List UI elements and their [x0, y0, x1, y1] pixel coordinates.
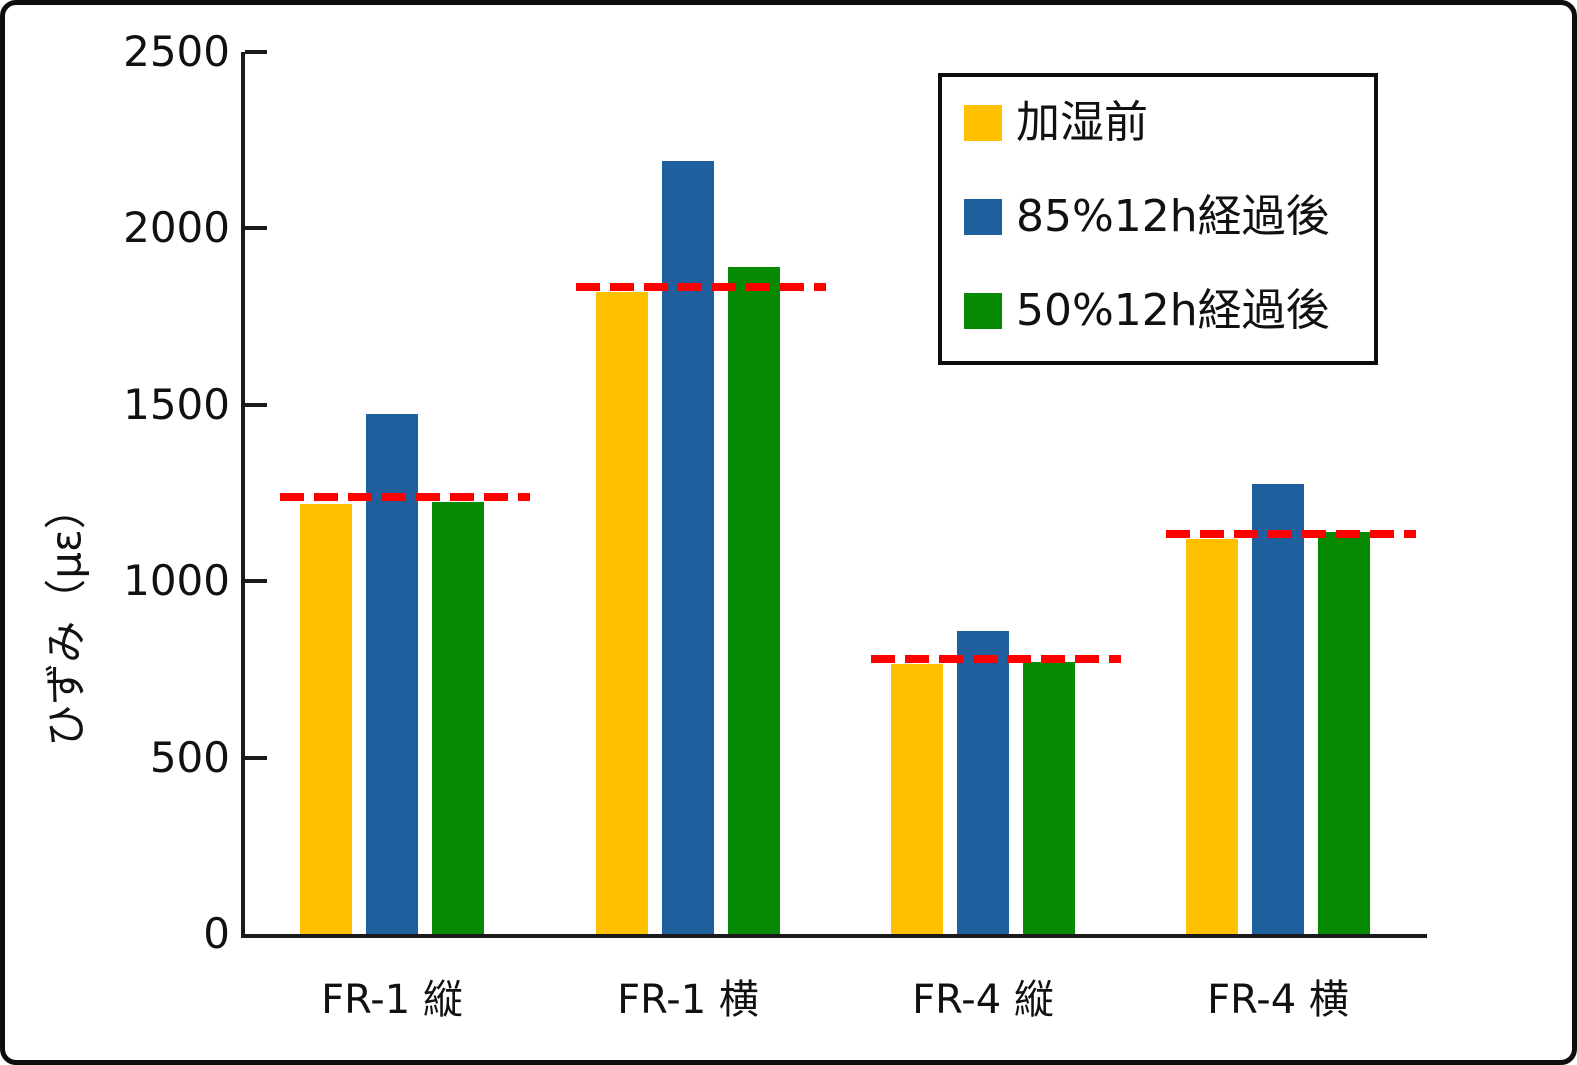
bar-加湿前-FR-4 縦: [891, 664, 943, 934]
y-tick-label: 1000: [123, 556, 230, 606]
legend-label: 加湿前: [1016, 97, 1148, 148]
y-axis-tick-mark: [245, 755, 267, 760]
bar-85%12h経過後-FR-1 縦: [366, 414, 418, 934]
bar-加湿前-FR-1 縦: [300, 504, 352, 934]
bar-加湿前-FR-1 横: [596, 292, 648, 934]
reference-line: [871, 654, 1121, 663]
bar-加湿前-FR-4 横: [1186, 539, 1238, 934]
bar-50%12h経過後-FR-1 横: [728, 267, 780, 934]
legend-label: 50%12h経過後: [1016, 285, 1330, 336]
y-tick-label: 0: [203, 909, 230, 958]
bar-85%12h経過後-FR-4 縦: [957, 631, 1009, 934]
y-tick-label: 1500: [123, 379, 230, 429]
bar-85%12h経過後-FR-1 横: [662, 161, 714, 934]
y-axis-title: ひずみ（με）: [41, 487, 91, 747]
legend-swatch-icon: [964, 293, 1002, 329]
legend-swatch-icon: [964, 199, 1002, 235]
y-axis-tick-mark: [245, 50, 267, 54]
y-tick-label: 2500: [123, 27, 230, 76]
y-tick-label: 500: [149, 732, 230, 782]
reference-line: [280, 492, 530, 501]
x-category-label: FR-1 縦: [321, 977, 463, 1023]
reference-line: [1166, 529, 1416, 538]
x-category-label: FR-4 横: [1207, 977, 1349, 1023]
y-axis-tick-mark: [245, 402, 267, 407]
bar-50%12h経過後-FR-1 縦: [432, 502, 484, 934]
y-axis-tick-mark: [245, 226, 267, 231]
legend-item: 50%12h経過後: [964, 289, 1364, 333]
bar-50%12h経過後-FR-4 横: [1318, 532, 1370, 934]
plot-area: [241, 50, 1427, 938]
x-category-label: FR-1 横: [617, 977, 759, 1023]
legend-item: 85%12h経過後: [964, 195, 1364, 239]
y-axis-tick-mark: [245, 579, 267, 584]
reference-line: [576, 282, 826, 291]
bar-85%12h経過後-FR-4 横: [1252, 484, 1304, 934]
legend: 加湿前 85%12h経過後 50%12h経過後: [938, 73, 1378, 365]
legend-item: 加湿前: [964, 101, 1364, 145]
legend-swatch-icon: [964, 105, 1002, 141]
bar-50%12h経過後-FR-4 縦: [1023, 662, 1075, 934]
y-tick-label: 2000: [123, 203, 230, 253]
legend-label: 85%12h経過後: [1016, 191, 1330, 242]
x-category-label: FR-4 縦: [912, 977, 1054, 1023]
